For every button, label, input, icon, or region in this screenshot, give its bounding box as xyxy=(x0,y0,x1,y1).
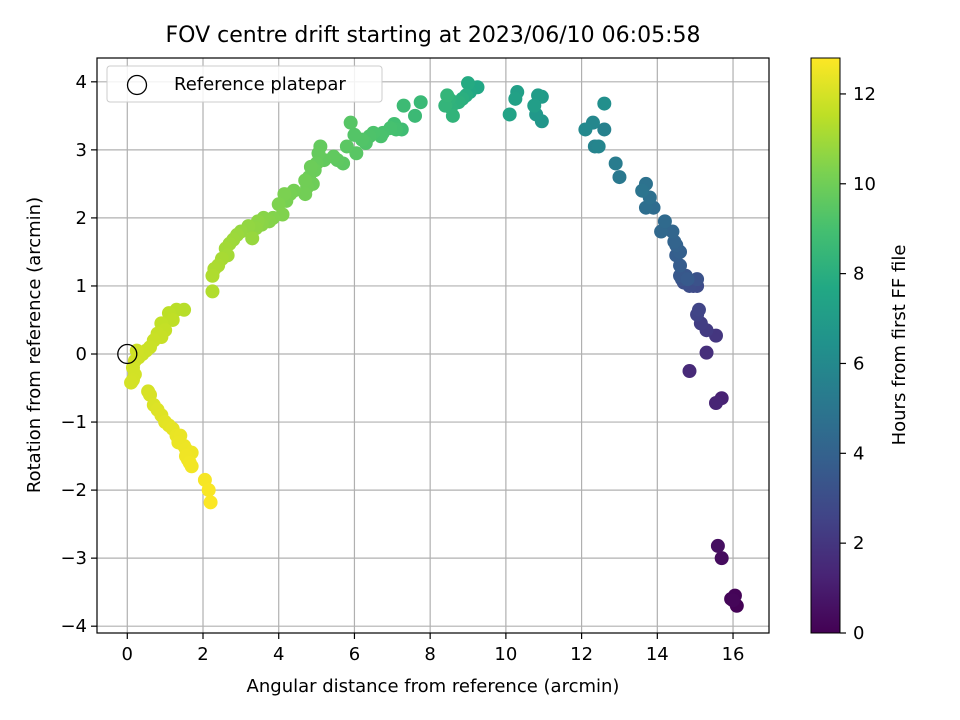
data-point xyxy=(445,108,460,123)
data-point xyxy=(597,96,612,111)
colorbar-tick-label: 8 xyxy=(853,264,864,285)
y-tick-label: −1 xyxy=(60,412,87,433)
data-point xyxy=(339,139,354,154)
data-point xyxy=(124,375,139,390)
legend-marker-circle xyxy=(126,74,148,96)
x-tick-label: 10 xyxy=(494,644,517,665)
data-point xyxy=(165,312,180,327)
x-axis-ticks: 0 2 4 6 8 10 12 14 16 xyxy=(122,633,745,665)
colorbar-ticks: 0 2 4 6 8 10 12 xyxy=(840,84,876,644)
y-tick-label: 3 xyxy=(76,140,87,161)
chart-title: FOV centre drift starting at 2023/06/10 … xyxy=(166,23,701,48)
y-tick-label: 0 xyxy=(76,344,87,365)
data-point xyxy=(527,98,542,113)
data-point xyxy=(578,122,593,137)
colorbar-tick-label: 6 xyxy=(853,353,864,374)
y-axis-ticks: −4 −3 −2 −1 0 1 2 3 4 xyxy=(60,72,97,637)
plot-frame xyxy=(96,57,770,634)
colorbar-tick-label: 2 xyxy=(853,533,864,554)
data-point xyxy=(680,272,695,287)
data-point xyxy=(205,268,220,283)
y-tick-label: −4 xyxy=(60,616,87,637)
legend-label: Reference platepar xyxy=(174,74,346,95)
data-point xyxy=(665,224,680,239)
data-point xyxy=(597,122,612,137)
x-tick-label: 6 xyxy=(349,644,360,665)
y-tick-label: 4 xyxy=(76,72,87,93)
data-point xyxy=(205,284,220,299)
x-tick-label: 12 xyxy=(570,644,593,665)
scatter-points xyxy=(117,76,744,613)
x-tick-label: 0 xyxy=(122,644,133,665)
data-point xyxy=(635,183,650,198)
data-point xyxy=(502,107,517,122)
grid-lines xyxy=(97,58,769,633)
colorbar: 0 2 4 6 8 10 12 Hours from first FF file xyxy=(810,57,910,644)
x-tick-label: 8 xyxy=(424,644,435,665)
data-point xyxy=(408,108,423,123)
colorbar-gradient xyxy=(810,57,841,634)
data-point xyxy=(682,364,697,379)
y-tick-label: 1 xyxy=(76,276,87,297)
data-point xyxy=(347,127,362,142)
x-axis-label: Angular distance from reference (arcmin) xyxy=(247,676,620,697)
data-point xyxy=(277,187,292,202)
data-point xyxy=(714,551,729,566)
data-point xyxy=(396,98,411,113)
data-point xyxy=(298,187,313,202)
data-point xyxy=(608,156,623,171)
y-tick-label: 2 xyxy=(76,208,87,229)
data-point xyxy=(203,495,218,510)
data-point xyxy=(612,170,627,185)
data-point xyxy=(726,593,741,608)
data-point xyxy=(343,115,358,130)
colorbar-label: Hours from first FF file xyxy=(889,245,910,446)
data-point xyxy=(245,231,260,246)
data-point xyxy=(201,483,216,498)
legend: Reference platepar xyxy=(106,65,383,103)
reference-platepar-marker xyxy=(117,343,138,365)
legend-box xyxy=(106,65,383,103)
data-point xyxy=(710,538,725,553)
colorbar-tick-label: 12 xyxy=(853,84,876,105)
data-point xyxy=(691,302,706,317)
data-point xyxy=(508,91,523,106)
data-point xyxy=(440,88,455,103)
colorbar-tick-label: 4 xyxy=(853,443,864,464)
data-point xyxy=(184,459,199,474)
data-point xyxy=(699,345,714,360)
data-point xyxy=(298,173,313,188)
y-tick-label: −3 xyxy=(60,548,87,569)
data-point xyxy=(708,396,723,410)
y-axis-label: Rotation from reference (arcmin) xyxy=(24,197,45,493)
data-point xyxy=(591,139,606,154)
y-tick-label: −2 xyxy=(60,480,87,501)
x-tick-label: 4 xyxy=(273,644,284,665)
x-tick-label: 14 xyxy=(646,644,669,665)
colorbar-tick-label: 0 xyxy=(853,623,864,644)
data-point xyxy=(657,214,672,229)
x-tick-label: 16 xyxy=(722,644,745,665)
x-tick-label: 2 xyxy=(197,644,208,665)
data-point xyxy=(413,95,428,110)
data-point xyxy=(461,76,476,91)
colorbar-tick-label: 10 xyxy=(853,174,876,195)
